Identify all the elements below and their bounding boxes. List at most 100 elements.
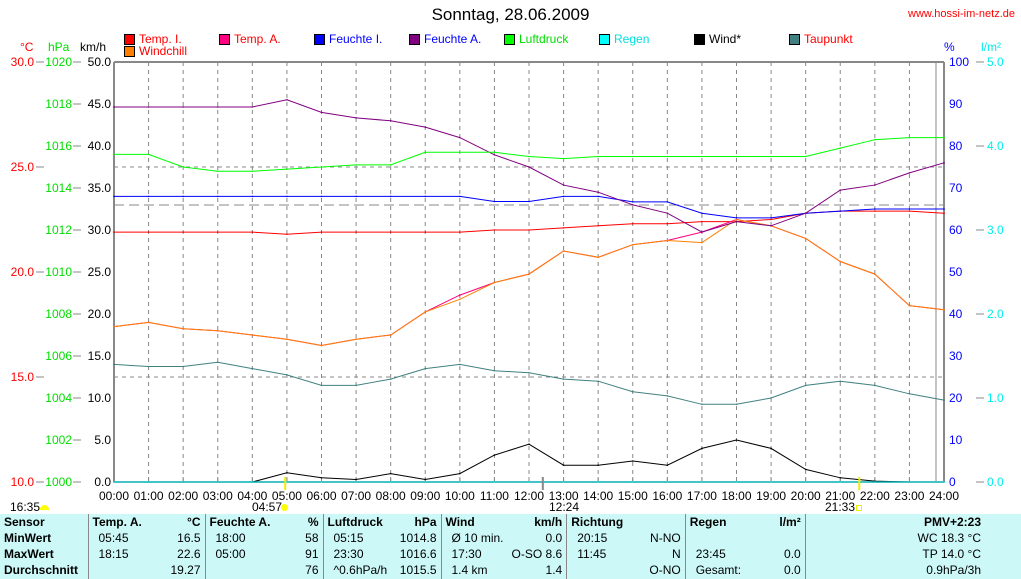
data-point [874, 208, 876, 210]
sensor-header: Sensor [0, 514, 89, 531]
cell-r-time: Gesamt: [695, 563, 742, 578]
celsius-tick-label: 30.0 [11, 55, 35, 69]
data-point [424, 478, 427, 481]
percent-unit: % [944, 40, 955, 54]
data-point [562, 250, 565, 252]
data-point [493, 151, 496, 154]
kmh-tick-label: 0.0 [94, 475, 111, 489]
data-point [320, 384, 323, 387]
chart-title: Sonntag, 28.06.2009 [431, 5, 590, 24]
cell-p-time: 05:15 [333, 530, 364, 545]
cell-pmv: WC 18.3 °C [917, 530, 981, 545]
data-point [770, 155, 772, 158]
data-point [666, 155, 669, 158]
legend-label: Windchill [139, 44, 188, 58]
data-point [701, 231, 703, 233]
hpa-tick-label: 1016 [45, 139, 72, 153]
legend-label: Feuchte A. [424, 32, 482, 46]
data-point [355, 338, 357, 341]
data-point [424, 311, 427, 313]
percent-tick-label: 40 [949, 307, 963, 321]
data-point [251, 195, 254, 198]
data-point [424, 151, 427, 154]
data-point [493, 454, 496, 456]
legend-item: Feuchte I. [314, 32, 382, 46]
kmh-tick-label: 10.0 [88, 391, 112, 405]
data-point [908, 136, 911, 139]
cell-h-val: 58 [285, 530, 324, 547]
data-point [320, 111, 323, 114]
percent-tick-label: 20 [949, 391, 963, 405]
data-point [631, 204, 634, 206]
website-link[interactable]: www.hossi-im-netz.de [908, 8, 1015, 20]
data-point [493, 154, 496, 156]
cell-r-val [755, 530, 806, 547]
data-point [666, 481, 669, 483]
celsius-unit: °C [20, 40, 34, 54]
cell-t-val: 19.27 [158, 562, 206, 579]
legend-swatch [599, 33, 610, 45]
wind-unit: km/h [507, 514, 568, 531]
cell-w-time: 17:30 [451, 547, 482, 562]
data-point [874, 384, 876, 387]
data-point [147, 106, 150, 108]
time-tick-label: 04:00 [237, 489, 267, 503]
data-point [839, 380, 842, 383]
time-tick-label: 06:00 [306, 489, 336, 503]
rain-tick-label: 1.0 [987, 391, 1004, 405]
time-tick-label: 02:00 [168, 489, 198, 503]
kmh-tick-label: 15.0 [88, 349, 112, 363]
data-point [459, 481, 461, 483]
table-row: MaxWert 18:15 22.6 05:00 91 23:30 1016.6 17:30 O… [0, 546, 1021, 563]
sunset-time: 21:33 [825, 500, 856, 514]
data-point [562, 227, 565, 229]
time-tick-label: 10:00 [445, 489, 475, 503]
percent-tick-label: 0 [949, 475, 956, 489]
kmh-tick-label: 25.0 [88, 265, 112, 279]
legend-swatch [314, 33, 325, 45]
data-point [459, 136, 461, 139]
data-point [493, 369, 496, 372]
legend-swatch [694, 33, 705, 45]
celsius-tick-label: 20.0 [11, 265, 35, 279]
data-point [459, 294, 461, 296]
percent-tick-label: 60 [949, 223, 963, 237]
data-point [113, 195, 115, 198]
data-point [666, 239, 669, 242]
data-point [216, 195, 219, 198]
data-point [389, 231, 392, 233]
percent-tick-label: 10 [949, 433, 963, 447]
hpa-tick-label: 1020 [45, 55, 72, 69]
time-tick-label: 08:00 [376, 489, 406, 503]
data-point [216, 361, 219, 364]
legend-label: Feuchte I. [329, 32, 383, 46]
data-point [147, 365, 150, 368]
data-point [251, 106, 254, 108]
cell-p-val: 1016.6 [393, 546, 442, 563]
celsius-tick-label: 15.0 [11, 370, 35, 384]
data-point [943, 309, 945, 311]
data-point [320, 481, 323, 483]
data-point [355, 117, 357, 119]
data-point [251, 334, 254, 336]
data-point [147, 153, 150, 156]
legend-item: Taupunkt [789, 32, 853, 46]
time-tick-label: 07:00 [341, 489, 371, 503]
wind-header: Wind [445, 514, 475, 529]
cell-t-time [88, 563, 158, 579]
data-point [286, 233, 288, 235]
data-point [874, 184, 876, 186]
data-point [562, 481, 565, 483]
percent-tick-label: 90 [949, 97, 963, 111]
cell-d-val: N [627, 546, 686, 563]
rain-tick-label: 3.0 [987, 223, 1004, 237]
legend-swatch [789, 33, 800, 45]
kmh-tick-label: 45.0 [88, 97, 112, 111]
data-point [389, 195, 392, 198]
hpa-tick-label: 1000 [45, 475, 72, 489]
legend-item: Feuchte A. [409, 32, 481, 46]
celsius-tick-label: 10.0 [11, 475, 35, 489]
data-point [735, 403, 738, 406]
data-point [113, 231, 115, 233]
data-point [320, 344, 323, 347]
